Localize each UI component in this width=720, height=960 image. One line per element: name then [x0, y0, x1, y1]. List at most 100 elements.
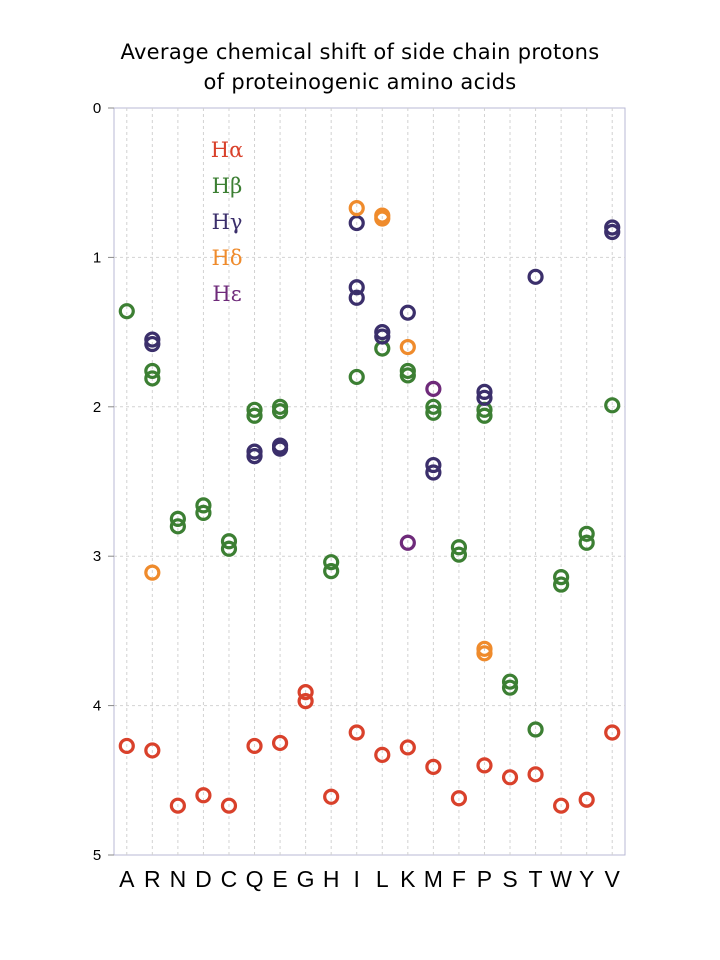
data-point [476, 645, 493, 662]
data-point [348, 724, 365, 741]
data-point [501, 673, 519, 690]
legend-entry: Hγ [212, 210, 243, 234]
data-point [118, 303, 135, 320]
data-point [425, 398, 442, 415]
data-point [220, 797, 238, 814]
legend-entry: Hε [212, 282, 241, 306]
x-tick-label: S [502, 866, 517, 892]
data-point [271, 403, 289, 420]
legend-entry: Hα [211, 138, 244, 162]
data-point [297, 684, 314, 701]
data-point [476, 389, 493, 406]
data-point [425, 464, 442, 481]
data-point [246, 448, 263, 465]
data-point [144, 742, 161, 759]
data-point [527, 766, 544, 783]
y-tick-label: 3 [93, 548, 101, 565]
y-tick-label: 2 [93, 399, 101, 416]
data-point [578, 534, 595, 551]
data-point [425, 456, 442, 474]
chart-title-line-2: of proteinogenic amino acids [203, 70, 517, 94]
x-tick-label: V [605, 866, 621, 892]
data-point [604, 397, 621, 414]
data-point [169, 797, 186, 814]
data-point [348, 214, 365, 232]
data-point [399, 739, 416, 756]
data-point [195, 497, 212, 514]
data-point [220, 533, 238, 550]
data-point [399, 367, 416, 384]
data-point [195, 504, 212, 521]
data-point [527, 268, 544, 285]
x-tick-label: L [376, 866, 389, 892]
data-point [553, 576, 570, 593]
x-tick-label: M [424, 866, 443, 892]
data-point [578, 525, 595, 542]
data-point [348, 199, 365, 217]
data-point [118, 737, 135, 755]
x-tick-label: H [323, 866, 340, 892]
x-tick-label: P [477, 866, 492, 892]
data-point [553, 797, 570, 814]
data-point [297, 693, 314, 710]
plot-area [113, 107, 626, 856]
x-tick-label: K [400, 866, 416, 892]
y-tick-label: 5 [93, 847, 101, 864]
data-point [399, 304, 416, 321]
data-point [220, 540, 238, 557]
data-point [578, 791, 595, 808]
data-point [169, 510, 186, 527]
data-point [425, 404, 442, 421]
data-point [501, 769, 519, 786]
x-tick-label: D [195, 866, 212, 892]
data-point [246, 737, 263, 755]
data-point [553, 569, 570, 586]
data-point [348, 279, 365, 296]
data-point [450, 790, 468, 807]
x-tick-label: E [272, 866, 287, 892]
x-tick-label: N [170, 866, 187, 892]
data-point [399, 534, 416, 551]
data-point [604, 724, 621, 741]
x-tick-label: T [529, 866, 543, 892]
data-point [246, 401, 263, 418]
data-point [271, 734, 289, 752]
y-tick-label: 1 [93, 249, 101, 266]
x-tick-label: Y [579, 866, 594, 892]
data-point [501, 679, 519, 696]
data-point [144, 362, 161, 380]
data-point [476, 757, 493, 774]
data-point [271, 440, 289, 457]
data-point [450, 546, 468, 563]
x-tick-label: W [550, 866, 572, 892]
legend-entry: Hβ [212, 174, 242, 198]
data-point [323, 554, 340, 571]
data-point [374, 328, 391, 345]
chart-title-line-1: Average chemical shift of side chain pro… [120, 40, 600, 64]
data-point [195, 787, 212, 804]
data-point [144, 370, 161, 387]
data-point [527, 721, 544, 738]
data-point [476, 407, 493, 424]
x-tick-label: G [297, 866, 315, 892]
data-point [348, 289, 365, 306]
x-tick-label: C [221, 866, 238, 892]
x-tick-label: I [354, 866, 360, 892]
y-tick-label: 0 [93, 100, 101, 117]
data-point [374, 746, 391, 764]
data-point [169, 518, 186, 535]
x-tick-label: A [119, 866, 135, 892]
x-tick-label: R [144, 866, 161, 892]
data-point [323, 563, 340, 580]
data-point [604, 223, 621, 241]
data-point [246, 407, 263, 424]
data-point [450, 539, 468, 556]
x-tick-label: Q [246, 866, 264, 892]
x-tick-label: F [452, 866, 466, 892]
data-point [425, 758, 442, 775]
data-point [425, 380, 442, 397]
y-tick-label: 4 [93, 698, 101, 715]
data-point [323, 788, 340, 805]
